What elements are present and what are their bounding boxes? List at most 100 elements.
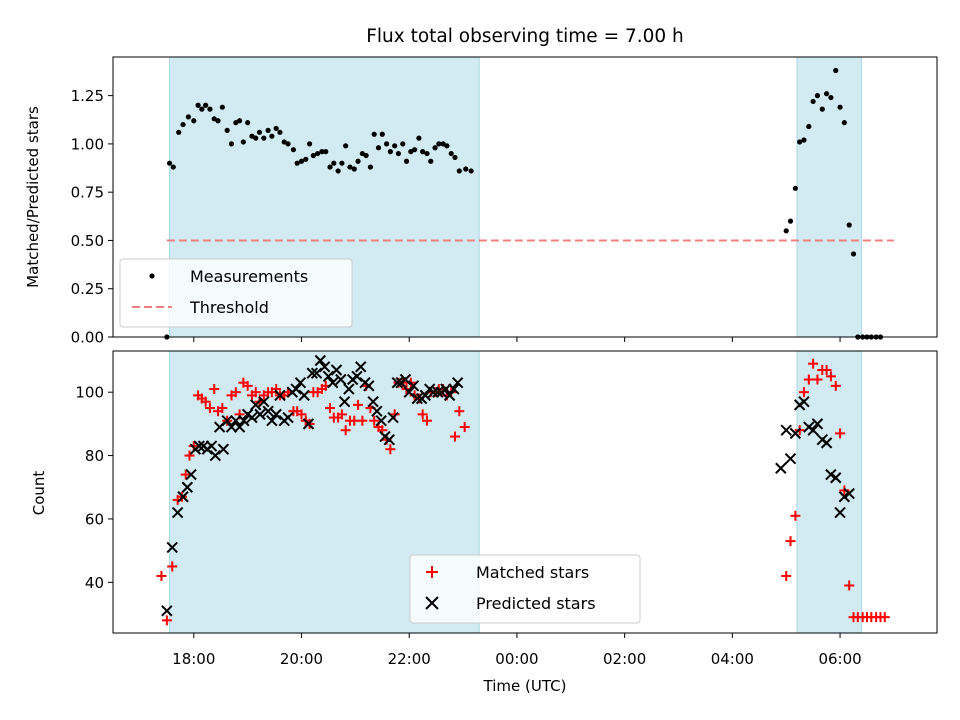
bottom-panel: 40 60 80 100 18:00 20:00 22:00 00:00 02:00 04:00… xyxy=(30,350,938,695)
legend-predicted-marker xyxy=(425,596,439,610)
predicted-star-point xyxy=(246,411,258,424)
x-stroke-2 xyxy=(171,506,184,519)
measurement-point xyxy=(219,104,225,110)
measurement-point xyxy=(828,94,834,101)
bottom-legend: Matched stars Predicted stars xyxy=(409,554,641,624)
measurement-point xyxy=(253,135,259,141)
matched-star-point xyxy=(184,450,195,461)
matched-star-point xyxy=(825,371,836,382)
measurement-point xyxy=(347,164,353,170)
x-tick-label: 00:00 xyxy=(495,650,538,668)
x-stroke-2 xyxy=(811,418,824,430)
matched-star-point xyxy=(389,409,400,420)
measurement-point xyxy=(335,168,341,174)
predicted-star-point xyxy=(387,411,399,424)
predicted-star-point xyxy=(784,453,797,465)
measurement-point xyxy=(203,102,209,108)
x-stroke-2 xyxy=(383,434,395,446)
predicted-star-point xyxy=(351,370,363,383)
measurement-point xyxy=(315,150,321,157)
predicted-star-point xyxy=(193,440,205,452)
matched-star-point xyxy=(230,387,241,398)
matched-star-point xyxy=(385,444,396,455)
measurement-point xyxy=(285,141,291,147)
x-stroke-2 xyxy=(274,389,286,402)
predicted-star-point xyxy=(343,383,355,395)
x-stroke-2 xyxy=(250,399,262,411)
top-y-axis: 0.00 0.25 0.50 0.75 1.00 1.25 xyxy=(71,87,113,347)
bottom-plot-area xyxy=(156,354,890,626)
x-stroke-2 xyxy=(825,468,837,481)
measurement-point xyxy=(814,93,821,99)
matched-star-point xyxy=(830,380,841,391)
measurement-point xyxy=(420,149,426,155)
predicted-star-point xyxy=(775,462,787,474)
x-tick-label: 18:00 xyxy=(172,650,215,668)
predicted-star-point xyxy=(171,506,184,519)
x-stroke-2 xyxy=(387,411,399,424)
x-tick-label: 04:00 xyxy=(711,650,754,668)
x-stroke-2 xyxy=(238,415,250,427)
measurement-point xyxy=(277,129,283,135)
x-stroke-2 xyxy=(335,373,347,386)
measurement-point xyxy=(436,141,442,147)
predicted-star-point xyxy=(209,449,222,462)
legend-measurements-marker xyxy=(149,273,155,279)
predicted-star-point xyxy=(221,415,233,427)
measurement-point xyxy=(424,150,430,157)
measurement-point xyxy=(448,150,454,157)
predicted-star-point xyxy=(843,487,855,500)
matched-star-point xyxy=(204,403,215,414)
x-stroke-2 xyxy=(185,468,197,481)
measurement-point xyxy=(166,160,173,166)
measurement-point xyxy=(185,114,191,120)
predicted-star-point xyxy=(298,389,310,402)
measurement-point xyxy=(265,127,271,133)
y-tick-label: 40 xyxy=(85,574,104,592)
predicted-star-point xyxy=(403,386,415,398)
top-panel: 0.00 0.25 0.50 0.75 1.00 1.25 Matched/Predict… xyxy=(24,56,938,347)
measurement-point xyxy=(428,158,434,164)
measurement-point xyxy=(395,150,402,157)
y-tick-label: 1.00 xyxy=(71,135,104,153)
x-stroke-2 xyxy=(282,411,294,424)
predicted-star-point xyxy=(166,541,178,554)
predicted-star-point xyxy=(798,395,810,408)
measurement-point xyxy=(236,118,243,124)
predicted-star-point xyxy=(391,376,404,389)
x-stroke-2 xyxy=(403,386,415,398)
predicted-star-point xyxy=(780,424,792,436)
measurement-point xyxy=(400,141,406,147)
predicted-star-point xyxy=(811,418,824,430)
measurement-point xyxy=(195,102,201,108)
predicted-star-point xyxy=(432,386,444,398)
measurement-point xyxy=(810,98,816,105)
x-stroke-2 xyxy=(780,424,792,436)
x-stroke-2 xyxy=(419,389,432,402)
x-stroke-2 xyxy=(298,389,310,402)
measurement-point xyxy=(379,131,385,137)
matched-star-point xyxy=(844,580,855,591)
bottom-legend-box xyxy=(409,554,641,624)
predicted-star-point xyxy=(448,383,460,395)
predicted-star-point xyxy=(318,361,331,373)
top-plot-area xyxy=(164,67,894,340)
matched-star-point xyxy=(242,380,253,391)
measurement-point xyxy=(180,121,186,128)
predicted-star-point xyxy=(274,389,286,402)
x-stroke-2 xyxy=(351,370,363,383)
x-stroke-2 xyxy=(233,421,246,433)
x-stroke-2 xyxy=(784,453,797,465)
x-stroke-2 xyxy=(448,383,460,395)
measurement-point xyxy=(303,156,309,162)
y-tick-label: 0.00 xyxy=(71,329,104,347)
measurement-point xyxy=(850,251,857,257)
matched-star-point xyxy=(459,422,470,433)
measurement-point xyxy=(383,141,390,147)
measurement-point xyxy=(207,106,213,112)
measurement-point xyxy=(290,147,297,153)
x-stroke-2 xyxy=(775,462,787,474)
top-x-ticks xyxy=(193,337,841,342)
matched-star-point xyxy=(167,561,178,572)
